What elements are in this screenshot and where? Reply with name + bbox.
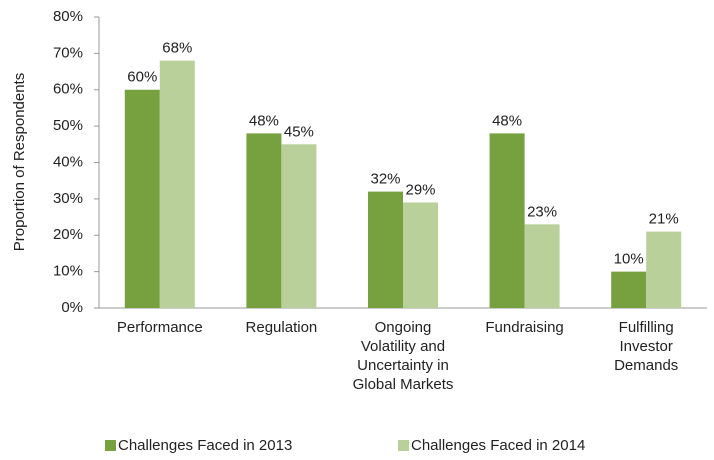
- y-axis-label: Proportion of Respondents: [11, 73, 28, 251]
- y-tick-label: 10%: [53, 263, 83, 280]
- bar: [524, 224, 560, 308]
- y-tick-label: 80%: [53, 8, 83, 25]
- bar: [368, 191, 403, 308]
- y-tick-label: 60%: [53, 81, 83, 98]
- bar: [489, 133, 525, 308]
- y-tick-label: 30%: [53, 190, 83, 207]
- data-label: 48%: [249, 112, 279, 129]
- legend-label: Challenges Faced in 2014: [411, 437, 585, 454]
- data-label: 21%: [649, 211, 679, 228]
- bar: [124, 89, 160, 308]
- data-label: 32%: [370, 171, 400, 188]
- data-label: 60%: [127, 69, 157, 86]
- legend-swatch: [398, 440, 409, 451]
- x-tick-label: Fulfilling Investor Demands: [614, 319, 678, 374]
- bar: [281, 144, 317, 308]
- y-tick-label: 20%: [53, 226, 83, 243]
- y-tick-label: 70%: [53, 44, 83, 61]
- x-tick-label: Performance: [117, 319, 203, 336]
- y-tick-label: 50%: [53, 117, 83, 134]
- data-label: 48%: [492, 112, 522, 129]
- data-label: 23%: [527, 203, 557, 220]
- x-tick-label: Ongoing Volatility and Uncertainty in Globa…: [353, 319, 454, 393]
- bar: [246, 133, 282, 308]
- bar: [611, 271, 647, 308]
- data-label: 10%: [614, 251, 644, 268]
- legend-swatch: [105, 440, 116, 451]
- data-label: 29%: [405, 181, 435, 198]
- data-label: 45%: [284, 123, 314, 140]
- data-label: 68%: [162, 40, 192, 57]
- bar: [403, 202, 438, 308]
- x-tick-label: Regulation: [246, 319, 318, 336]
- y-tick-label: 40%: [53, 153, 83, 170]
- y-tick-label: 0%: [61, 299, 83, 316]
- bar: [646, 231, 682, 308]
- x-tick-label: Fundraising: [485, 319, 563, 336]
- bar: [159, 60, 195, 309]
- legend-label: Challenges Faced in 2013: [118, 437, 292, 454]
